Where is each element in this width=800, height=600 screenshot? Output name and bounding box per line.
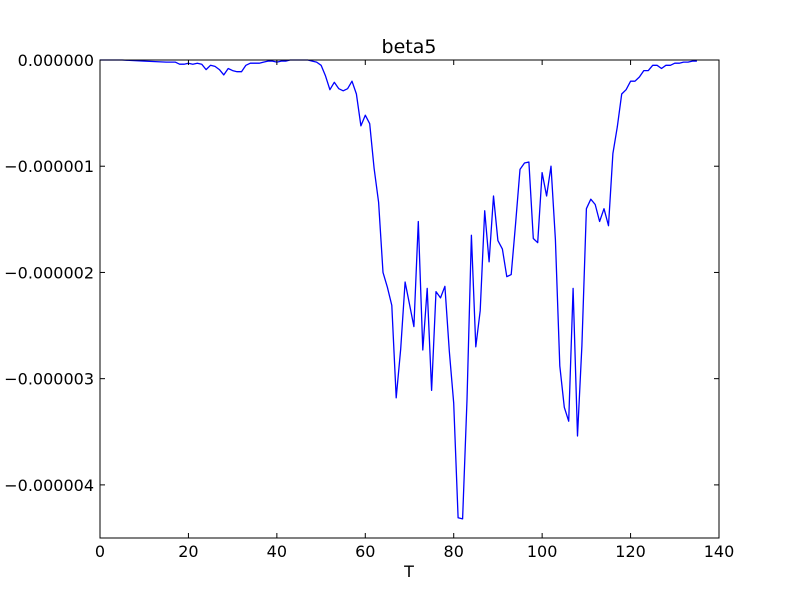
x-tick-label: 80	[444, 542, 464, 561]
series-line	[100, 59, 697, 520]
y-tick-label: −0.000001	[4, 157, 94, 176]
y-tick-label: −0.000002	[4, 263, 94, 282]
x-axis-label: T	[403, 562, 414, 581]
plot-frame	[99, 59, 720, 539]
x-tick-label: 0	[95, 542, 105, 561]
y-tick-label: −0.000003	[4, 370, 94, 389]
x-tick-label: 100	[527, 542, 558, 561]
x-tick-label: 40	[267, 542, 287, 561]
chart-title: beta5	[382, 36, 437, 58]
x-tick-label: 60	[355, 542, 375, 561]
y-tick-label: 0.000000	[18, 51, 94, 70]
x-tick-label: 120	[615, 542, 646, 561]
x-tick-label: 20	[178, 542, 198, 561]
y-tick-label: −0.000004	[4, 476, 94, 495]
x-tick-label: 140	[704, 542, 735, 561]
